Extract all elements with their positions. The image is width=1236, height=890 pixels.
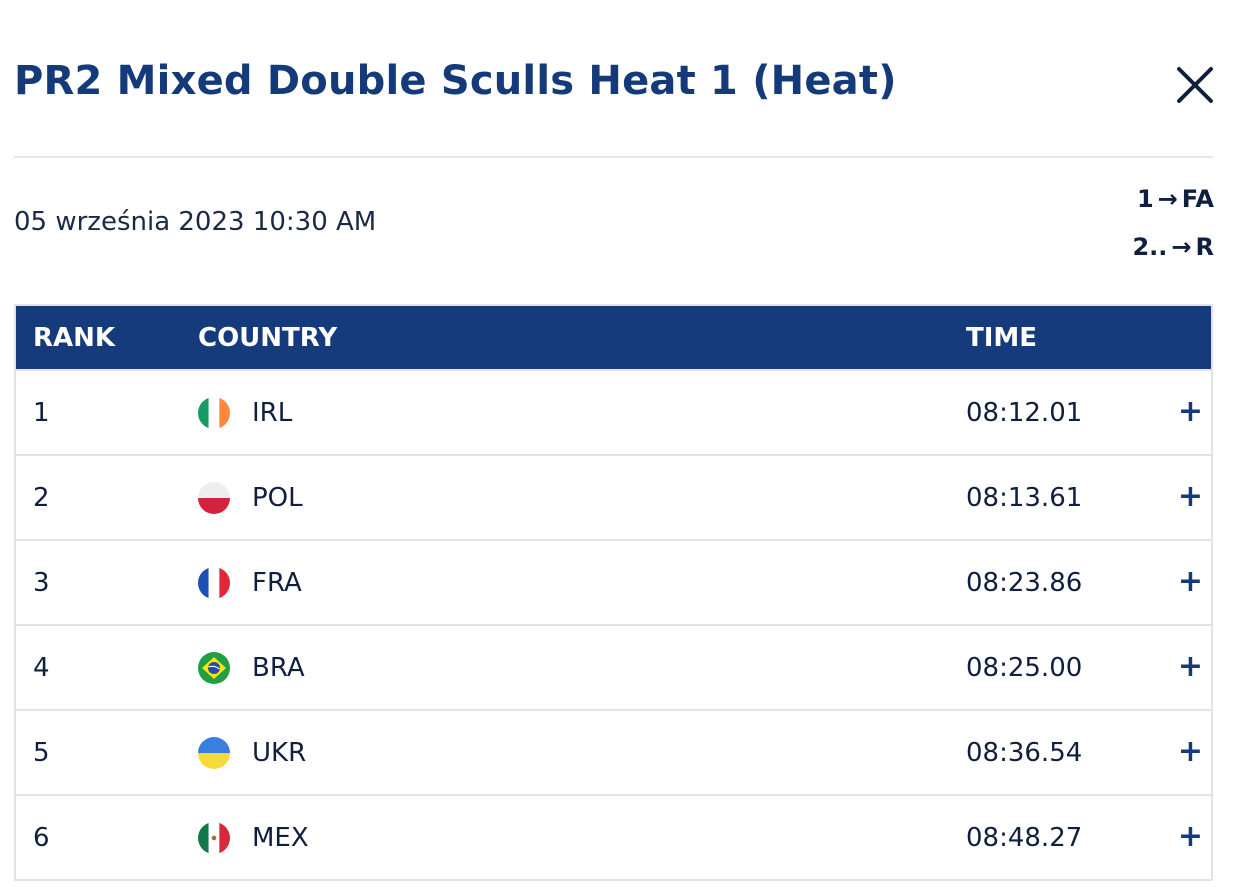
rank-cell: 3	[33, 567, 50, 598]
expand-plus-icon[interactable]: +	[1177, 649, 1204, 684]
country-code: IRL	[252, 397, 293, 428]
table-row[interactable]: 2 POL 08:13.61 +	[15, 455, 1212, 540]
table-row[interactable]: 5 UKR 08:36.54 +	[15, 710, 1212, 795]
expand-plus-icon[interactable]: +	[1177, 394, 1204, 429]
time-cell: 08:12.01	[966, 397, 1083, 428]
progression-target: FA	[1181, 185, 1214, 213]
expand-plus-icon[interactable]: +	[1177, 564, 1204, 599]
time-cell: 08:48.27	[966, 822, 1083, 853]
country-code: UKR	[252, 737, 307, 768]
arrow-right-icon: →	[1157, 185, 1178, 213]
mexico-flag-icon	[198, 821, 230, 854]
progression-rule-1: 1 → FA	[1137, 185, 1214, 213]
close-button[interactable]	[1172, 62, 1218, 108]
column-header-expand	[1170, 305, 1212, 370]
country-code: POL	[252, 482, 303, 513]
column-header-time: TIME	[966, 322, 1038, 353]
table-row[interactable]: 6 MEX 08:48.27 +	[15, 795, 1212, 880]
time-cell: 08:36.54	[966, 737, 1083, 768]
time-cell: 08:25.00	[966, 652, 1083, 683]
ukraine-flag-icon	[198, 736, 230, 769]
page-title: PR2 Mixed Double Sculls Heat 1 (Heat)	[14, 58, 897, 104]
header-divider	[14, 156, 1213, 158]
poland-flag-icon	[198, 481, 230, 514]
column-header-country: COUNTRY	[198, 322, 338, 353]
column-header-rank: RANK	[33, 322, 116, 353]
brazil-flag-icon	[198, 651, 230, 684]
rank-cell: 2	[33, 482, 50, 513]
progression-rule-2: 2.. → R	[1132, 233, 1214, 261]
rank-cell: 5	[33, 737, 50, 768]
time-cell: 08:13.61	[966, 482, 1083, 513]
arrow-right-icon: →	[1171, 233, 1192, 261]
results-table: RANK COUNTRY TIME 1 IRL 08:12.01 + 2 POL…	[14, 304, 1213, 881]
country-code: MEX	[252, 822, 309, 853]
progression-rank: 2..	[1132, 233, 1168, 261]
rank-cell: 6	[33, 822, 50, 853]
expand-plus-icon[interactable]: +	[1177, 734, 1204, 769]
table-row[interactable]: 3 FRA 08:23.86 +	[15, 540, 1212, 625]
country-code: FRA	[252, 567, 302, 598]
time-cell: 08:23.86	[966, 567, 1083, 598]
ireland-flag-icon	[198, 396, 230, 429]
progression-target: R	[1195, 233, 1214, 261]
france-flag-icon	[198, 566, 230, 599]
race-date: 05 września 2023 10:30 AM	[14, 207, 377, 237]
progression-rank: 1	[1136, 185, 1154, 213]
table-row[interactable]: 4 BRA 08:25.00 +	[15, 625, 1212, 710]
table-header-row: RANK COUNTRY TIME	[15, 305, 1212, 370]
expand-plus-icon[interactable]: +	[1177, 819, 1204, 854]
table-row[interactable]: 1 IRL 08:12.01 +	[15, 370, 1212, 455]
close-icon	[1177, 67, 1213, 103]
rank-cell: 4	[33, 652, 50, 683]
rank-cell: 1	[33, 397, 50, 428]
country-code: BRA	[252, 652, 305, 683]
expand-plus-icon[interactable]: +	[1177, 479, 1204, 514]
